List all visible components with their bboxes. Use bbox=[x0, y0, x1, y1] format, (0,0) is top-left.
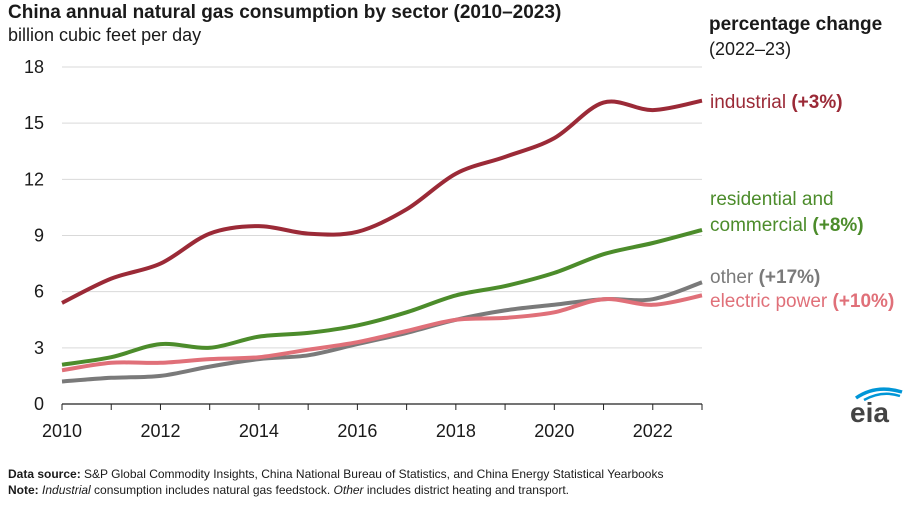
series-label-residential-and-commercial: residential and bbox=[710, 189, 834, 210]
x-tick-label: 2018 bbox=[436, 421, 476, 441]
percentage-change-period: (2022–23) bbox=[709, 39, 792, 59]
percentage-change-heading: percentage change bbox=[709, 14, 883, 35]
note-emphasis-industrial: Industrial bbox=[42, 483, 91, 497]
data-source: Data source: S&P Global Commodity Insigh… bbox=[8, 467, 663, 481]
series-line-residential-and-commercial bbox=[61, 227, 703, 367]
y-tick-label: 12 bbox=[24, 169, 44, 189]
series-change: (+8%) bbox=[807, 215, 864, 236]
x-tick-label: 2020 bbox=[534, 421, 574, 441]
x-tick-label: 2022 bbox=[633, 421, 673, 441]
y-tick-label: 0 bbox=[34, 394, 44, 414]
x-tick-label: 2014 bbox=[239, 421, 279, 441]
note: Note: Industrial consumption includes na… bbox=[8, 483, 569, 497]
series-line-electric-power bbox=[61, 293, 703, 373]
x-tick-label: 2012 bbox=[140, 421, 180, 441]
series-name: other bbox=[710, 267, 754, 288]
series-line-industrial bbox=[61, 98, 703, 305]
x-tick-label: 2016 bbox=[337, 421, 377, 441]
x-tick-label: 2010 bbox=[42, 421, 82, 441]
y-tick-label: 15 bbox=[24, 113, 44, 133]
series-name: commercial bbox=[710, 215, 807, 236]
series-change: (+17%) bbox=[753, 267, 820, 288]
note-label: Note: bbox=[8, 483, 39, 497]
y-tick-label: 6 bbox=[34, 282, 44, 302]
y-tick-label: 9 bbox=[34, 226, 44, 246]
eia-logo-text: eia bbox=[850, 397, 889, 428]
data-source-text: S&P Global Commodity Insights, China Nat… bbox=[80, 467, 664, 481]
series-name: electric power bbox=[710, 291, 828, 312]
chart-title: China annual natural gas consumption by … bbox=[8, 2, 562, 23]
series-label-residential-and-commercial: commercial (+8%) bbox=[710, 215, 864, 236]
series-change: (+10%) bbox=[827, 291, 894, 312]
note-emphasis-other: Other bbox=[333, 483, 364, 497]
note-text-2: includes district heating and transport. bbox=[363, 483, 569, 497]
series-label-other: other (+17%) bbox=[710, 267, 820, 288]
data-source-label: Data source: bbox=[8, 467, 81, 481]
note-text-1: consumption includes natural gas feedsto… bbox=[90, 483, 334, 497]
series-label-electric-power: electric power (+10%) bbox=[710, 291, 894, 312]
series-change: (+3%) bbox=[786, 92, 843, 113]
series-name: residential and bbox=[710, 189, 834, 210]
chart-subtitle: billion cubic feet per day bbox=[8, 25, 202, 45]
series-label-industrial: industrial (+3%) bbox=[710, 92, 843, 113]
y-tick-label: 3 bbox=[34, 338, 44, 358]
series-name: industrial bbox=[710, 92, 786, 113]
eia-logo: eia bbox=[850, 387, 903, 428]
y-tick-label: 18 bbox=[24, 57, 44, 77]
